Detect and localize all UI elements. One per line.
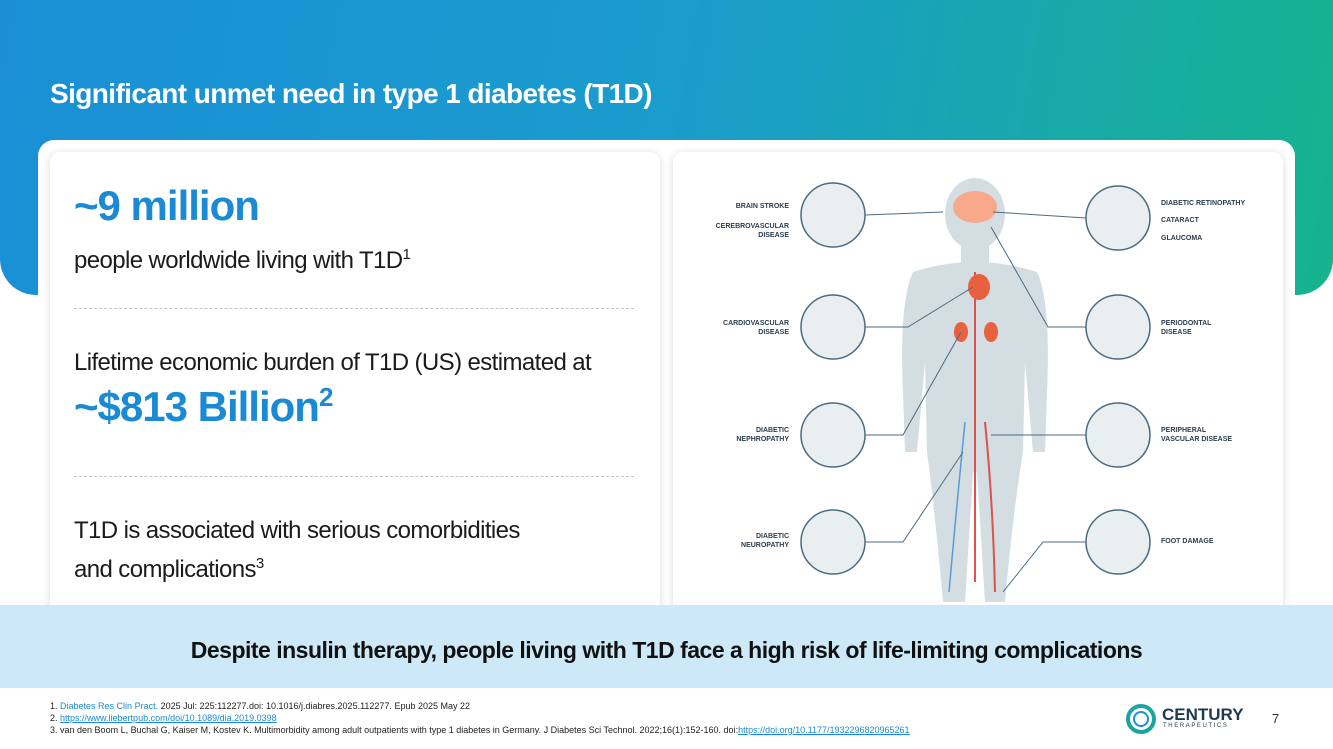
- footnote: 3. van den Boom L, Buchal G, Kaiser M, K…: [50, 725, 910, 735]
- diagram-label: DIABETIC RETINOPATHY: [1161, 200, 1245, 207]
- brain: [953, 191, 997, 223]
- footnote-ref: 2: [318, 382, 334, 412]
- diagram-label: CARDIOVASCULAR: [723, 320, 789, 327]
- stat-text: and complications: [74, 556, 257, 583]
- footnote-marker: 2.: [50, 713, 58, 723]
- footnote: 2. https://www.liebertpub.com/doi/10.108…: [50, 713, 277, 723]
- body-diagram: BRAIN STROKE CEREBROVASCULAR DISEASE CAR…: [716, 178, 1245, 602]
- diagram-label: GLAUCOMA: [1161, 235, 1202, 242]
- footnote-ref: 1: [402, 246, 411, 263]
- connectors: [864, 211, 1087, 593]
- diagram-label: FOOT DAMAGE: [1161, 538, 1214, 545]
- kidney: [984, 322, 998, 342]
- slide-title: Significant unmet need in type 1 diabete…: [50, 78, 653, 109]
- diagram-label: NEPHROPATHY: [736, 436, 789, 443]
- footnote-source: Diabetes Res Clin Pract.: [60, 701, 159, 711]
- stat-text: people worldwide living with T1D1: [74, 238, 411, 277]
- banner: [0, 605, 1333, 688]
- footnote-ref: 3: [255, 555, 264, 572]
- footnote: 1. Diabetes Res Clin Pract. 2025 Jul: 22…: [50, 701, 470, 711]
- footnote-text: van den Boom L, Buchal G, Kaiser M, Kost…: [60, 725, 739, 735]
- diagram-label: DISEASE: [758, 232, 789, 239]
- diagram-label: NEUROPATHY: [741, 542, 789, 549]
- divider: [74, 476, 634, 477]
- stat-text: Lifetime economic burden of T1D (US) est…: [74, 349, 592, 376]
- diagram-label: DISEASE: [758, 329, 789, 336]
- diagram-label: CEREBROVASCULAR: [716, 223, 789, 230]
- diagram-label: VASCULAR DISEASE: [1161, 436, 1232, 443]
- page-number: 7: [1272, 711, 1280, 726]
- stat-headline: ~9 million: [74, 182, 260, 229]
- diagram-label: CATARACT: [1161, 217, 1200, 224]
- heart: [968, 274, 990, 300]
- stat-text: T1D is associated with serious comorbidi…: [74, 514, 520, 586]
- footnote-text: 2025 Jul: 225:112277.doi: 10.1016/j.diab…: [158, 701, 470, 711]
- logo-mark: [1126, 704, 1156, 734]
- diagram-label: DISEASE: [1161, 329, 1192, 336]
- divider: [74, 308, 634, 309]
- stat-text: people worldwide living with T1D: [74, 247, 403, 274]
- logo-name: CENTURY: [1162, 705, 1244, 724]
- footnote-link[interactable]: https://doi.org/10.1177/1932296820965261: [738, 725, 910, 735]
- vein: [948, 421, 966, 593]
- footnote-link[interactable]: https://www.liebertpub.com/doi/10.1089/d…: [60, 713, 277, 723]
- stats-card: [50, 152, 660, 617]
- banner-text: Despite insulin therapy, people living w…: [190, 637, 1143, 663]
- stat-headline: ~$813 Billion: [74, 383, 320, 430]
- footnote-marker: 1.: [50, 701, 58, 711]
- diagram-label: DIABETIC: [756, 427, 789, 434]
- stat-text: T1D is associated with serious comorbidi…: [74, 517, 520, 544]
- diagram-label: PERIPHERAL: [1161, 427, 1207, 434]
- diagram-label: DIABETIC: [756, 533, 789, 540]
- logo-sub: THERAPEUTICS: [1163, 723, 1229, 729]
- stat-headline: ~$813 Billion2: [74, 382, 334, 431]
- diagram-label: PERIODONTAL: [1161, 320, 1212, 327]
- diagram-label: BRAIN STROKE: [736, 203, 790, 210]
- footnote-marker: 3.: [50, 725, 58, 735]
- artery: [974, 272, 996, 593]
- icons: [800, 182, 1151, 575]
